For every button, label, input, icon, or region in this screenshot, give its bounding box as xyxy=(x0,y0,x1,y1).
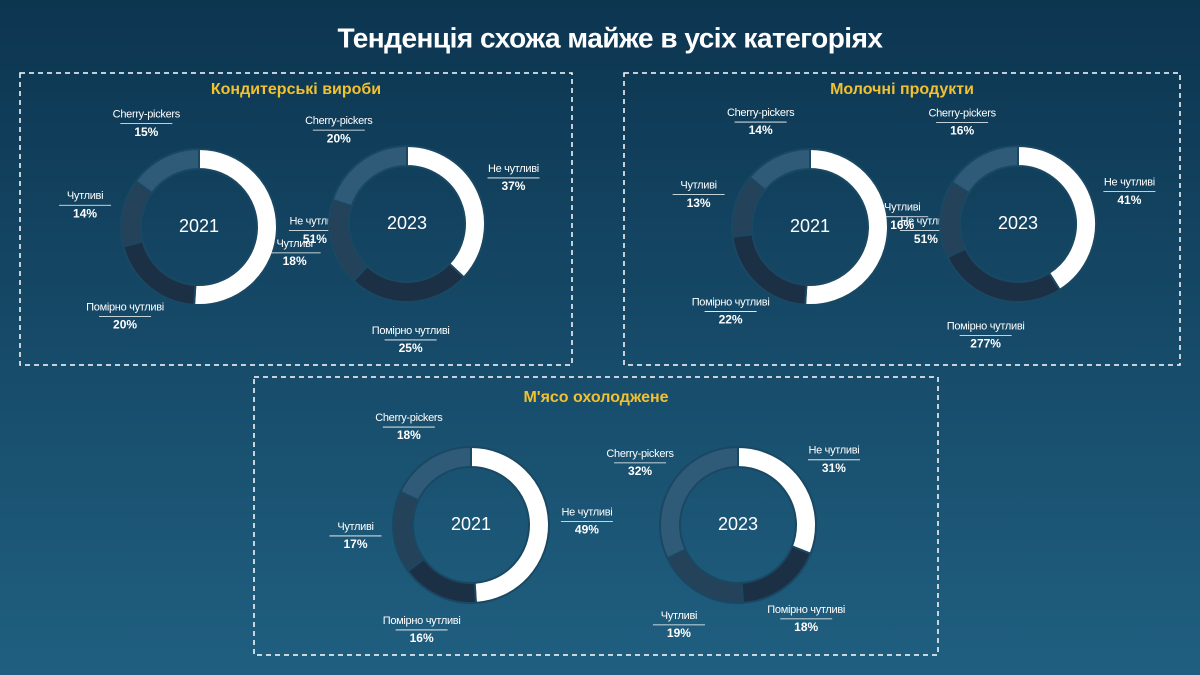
page-title: Тенденція схожа майже в усіх категоріях xyxy=(337,22,883,53)
segment-value: 15% xyxy=(134,125,158,139)
segment-value: 20% xyxy=(113,318,137,332)
segment-value: 16% xyxy=(890,218,914,232)
segment-value: 51% xyxy=(303,232,327,246)
segment-label: Cherry-pickers xyxy=(113,109,181,121)
segment-value: 13% xyxy=(687,196,711,210)
segment-label: Не чутливі xyxy=(488,163,539,175)
segment-label: Не чутливі xyxy=(1104,177,1155,189)
segment-value: 37% xyxy=(501,179,525,193)
segment-label: Не чутливі xyxy=(808,445,859,457)
segment-label: Помірно чутливі xyxy=(372,325,450,337)
segment-label: Cherry-pickers xyxy=(375,412,443,424)
segment-label: Cherry-pickers xyxy=(928,107,996,119)
donut-segment xyxy=(134,147,200,195)
panel-title: Молочні продукти xyxy=(830,81,974,98)
segment-label: Помірно чутливі xyxy=(692,296,770,308)
segment-label: Чутливі xyxy=(276,238,312,250)
panel-title: Кондитерські вироби xyxy=(211,81,381,98)
donut-segment xyxy=(950,144,1019,195)
segment-value: 22% xyxy=(719,313,743,327)
segment-label: Чутливі xyxy=(661,610,697,622)
segment-value: 18% xyxy=(397,428,421,442)
segment-label: Не чутливі xyxy=(289,216,340,228)
segment-value: 18% xyxy=(283,254,307,268)
center-label: 2023 xyxy=(387,213,427,233)
center-label: 2021 xyxy=(790,216,830,236)
segment-value: 14% xyxy=(73,206,97,220)
donut-segment xyxy=(659,445,739,560)
segment-value: 51% xyxy=(914,232,938,246)
segment-value: 20% xyxy=(327,131,351,145)
segment-label: Помірно чутливі xyxy=(767,604,845,616)
segment-label: Помірно чутливі xyxy=(86,301,164,313)
segment-label: Чутливі xyxy=(337,521,373,533)
segment-value: 277% xyxy=(970,337,1001,351)
donut-segment xyxy=(748,147,811,192)
segment-label: Cherry-pickers xyxy=(305,115,373,127)
segment-value: 18% xyxy=(794,620,818,634)
donut-segment xyxy=(331,144,408,208)
donut-segment xyxy=(399,445,472,502)
segment-label: Не чутливі xyxy=(900,216,951,228)
segment-label: Помірно чутливі xyxy=(947,320,1025,332)
panel-frame xyxy=(623,72,1181,366)
segment-value: 32% xyxy=(628,464,652,478)
segment-label: Помірно чутливі xyxy=(383,615,461,627)
segment-value: 19% xyxy=(667,626,691,640)
center-label: 2023 xyxy=(998,213,1038,233)
segment-value: 14% xyxy=(749,123,773,137)
segment-label: Чутливі xyxy=(680,180,716,192)
segment-label: Чутливі xyxy=(67,190,103,202)
segment-label: Cherry-pickers xyxy=(727,107,795,119)
segment-value: 41% xyxy=(1117,193,1141,207)
segment-label: Cherry-pickers xyxy=(606,448,674,460)
panel-frame xyxy=(19,72,573,366)
segment-value: 17% xyxy=(343,537,367,551)
segment-value: 16% xyxy=(410,631,434,645)
segment-value: 31% xyxy=(822,461,846,475)
panel-frame xyxy=(253,376,939,656)
center-label: 2023 xyxy=(718,514,758,534)
segment-value: 16% xyxy=(950,124,974,138)
segment-label: Не чутливі xyxy=(561,506,612,518)
panel-title: М'ясо охолоджене xyxy=(523,389,668,406)
center-label: 2021 xyxy=(179,216,219,236)
segment-value: 25% xyxy=(399,341,423,355)
segment-label: Чутливі xyxy=(884,202,920,214)
segment-value: 49% xyxy=(575,523,599,537)
center-label: 2021 xyxy=(451,514,491,534)
